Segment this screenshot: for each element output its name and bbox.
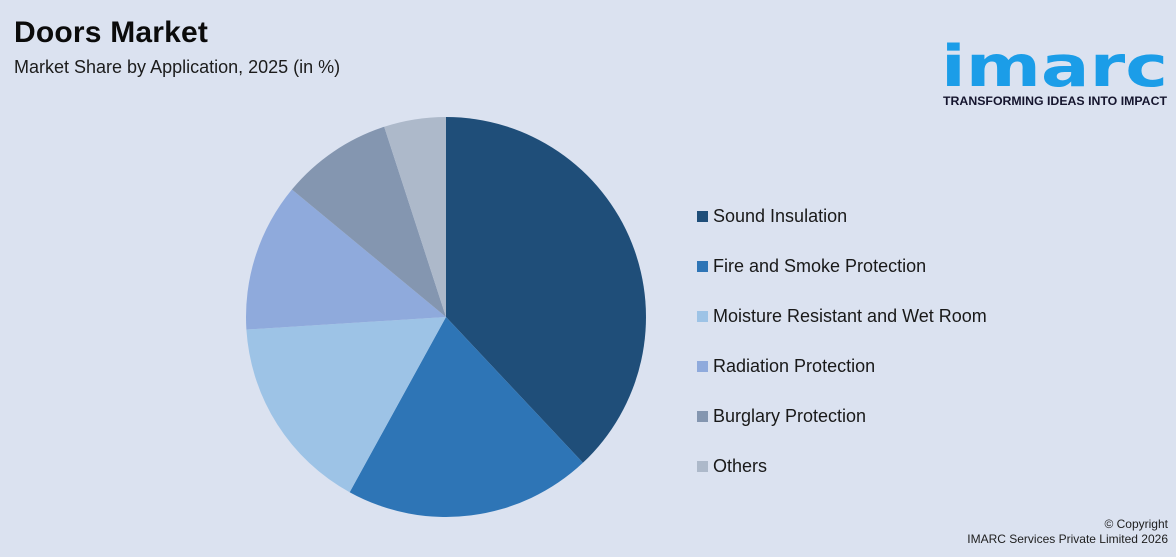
pie-chart-svg <box>245 117 646 517</box>
legend-label: Fire and Smoke Protection <box>713 256 927 276</box>
imarc-logo: imarc TRANSFORMING IDEAS INTO IMPACT <box>939 6 1171 114</box>
pie-chart <box>245 116 647 518</box>
copyright-line-2: IMARC Services Private Limited 2026 <box>967 532 1168 546</box>
chart-header: Doors Market Market Share by Application… <box>14 14 340 78</box>
legend-item-sound-insulation: Sound Insulation <box>697 191 987 241</box>
imarc-logo-wordmark: imarc <box>941 34 1168 100</box>
pie-slice-moisture-resistant-and-wet-room <box>246 317 446 493</box>
legend-swatch-sound-insulation <box>697 210 708 222</box>
pie-slice-others <box>384 117 446 317</box>
pie-slice-fire-and-smoke-protection <box>349 317 583 517</box>
page-title: Doors Market <box>14 16 209 49</box>
legend-swatch-radiation-protection <box>697 360 708 372</box>
legend-swatch-fire-and-smoke-protection <box>697 260 708 272</box>
legend-swatch-others <box>697 460 708 472</box>
pie-slice-burglary-protection <box>291 126 446 317</box>
pie-slice-sound-insulation <box>446 117 646 463</box>
legend-label: Others <box>713 456 768 476</box>
chart-subtitle: Market Share by Application, 2025 (in %) <box>14 57 341 77</box>
copyright-line-1: © Copyright <box>1104 517 1168 531</box>
legend-item-fire-and-smoke-protection: Fire and Smoke Protection <box>697 241 987 291</box>
legend-item-others: Others <box>697 441 987 491</box>
legend-item-burglary-protection: Burglary Protection <box>697 391 987 441</box>
copyright-notice: © Copyright IMARC Services Private Limit… <box>967 517 1168 547</box>
legend-item-radiation-protection: Radiation Protection <box>697 341 987 391</box>
legend-swatch-moisture-resistant-and-wet-room <box>697 310 708 322</box>
legend-label: Sound Insulation <box>713 206 848 226</box>
legend-label: Moisture Resistant and Wet Room <box>713 306 987 326</box>
legend-swatch-burglary-protection <box>697 410 708 422</box>
imarc-logo-graphic: imarc TRANSFORMING IDEAS INTO IMPACT <box>941 34 1168 108</box>
chart-legend: Sound Insulation Fire and Smoke Protecti… <box>697 191 987 491</box>
legend-label: Radiation Protection <box>713 356 876 376</box>
pie-slice-radiation-protection <box>245 189 446 330</box>
legend-item-moisture-resistant-and-wet-room: Moisture Resistant and Wet Room <box>697 291 987 341</box>
legend-label: Burglary Protection <box>713 406 867 426</box>
imarc-logo-tagline: TRANSFORMING IDEAS INTO IMPACT <box>943 96 1167 108</box>
